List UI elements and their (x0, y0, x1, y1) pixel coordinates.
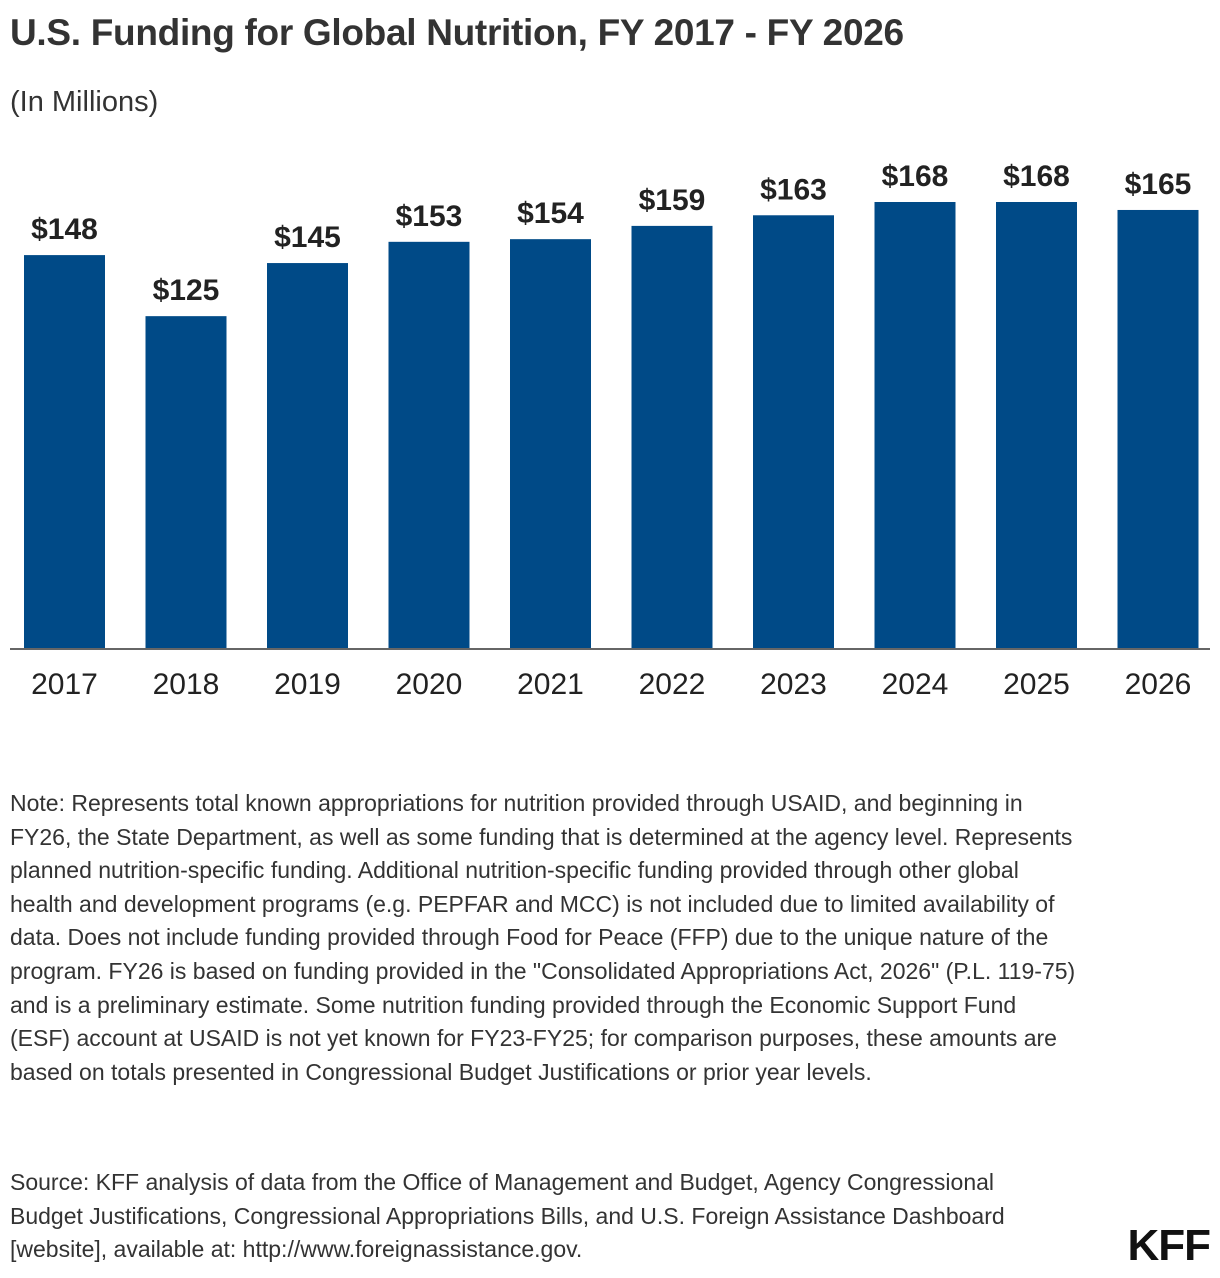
bar-2021 (510, 239, 591, 648)
kff-logo: KFF (1127, 1221, 1211, 1270)
value-labels-group: $148 $125 $145 $153 $154 $159 $163 $168 $168 $165 (31, 160, 1191, 307)
bar-2018 (145, 316, 227, 648)
x-tick-label-2024: 2024 (882, 668, 949, 701)
x-tick-label-2021: 2021 (517, 668, 584, 701)
bar-2022 (631, 225, 713, 648)
value-label-2025: $168 (1003, 160, 1070, 193)
bar-2024 (874, 202, 956, 648)
x-tick-label-2025: 2025 (1003, 668, 1070, 701)
bar-chart: $148 $125 $145 $153 $154 $159 $163 $168 $168 $165… (10, 160, 1210, 701)
bar-2025 (996, 202, 1077, 648)
value-label-2018: $125 (153, 274, 220, 307)
bars-group (24, 202, 1199, 649)
bar-2023 (753, 215, 834, 648)
value-label-2022: $159 (639, 184, 706, 217)
x-tick-label-2017: 2017 (31, 668, 98, 701)
value-label-2019: $145 (274, 221, 341, 254)
x-tick-label-2026: 2026 (1125, 668, 1192, 701)
chart-note: Note: Represents total known appropriati… (10, 790, 1076, 1085)
bar-2019 (267, 263, 348, 648)
value-label-2017: $148 (31, 213, 98, 246)
x-axis-ticks-group: 2017 2018 2019 2020 2021 2022 2023 2024 2025 2026 (31, 668, 1191, 701)
x-tick-label-2018: 2018 (153, 668, 220, 701)
value-label-2026: $165 (1125, 168, 1192, 201)
bar-2017 (24, 255, 105, 648)
x-tick-label-2019: 2019 (274, 668, 341, 701)
bar-2026 (1117, 209, 1199, 648)
value-label-2023: $163 (760, 173, 827, 206)
x-tick-label-2023: 2023 (760, 668, 827, 701)
x-tick-label-2022: 2022 (639, 668, 706, 701)
chart-subtitle: (In Millions) (10, 86, 159, 118)
chart-title: U.S. Funding for Global Nutrition, FY 20… (10, 12, 904, 53)
value-label-2024: $168 (882, 160, 949, 193)
chart-source: Source: KFF analysis of data from the Of… (10, 1169, 1005, 1263)
value-label-2021: $154 (517, 197, 584, 230)
value-label-2020: $153 (396, 200, 463, 233)
bar-2020 (388, 241, 470, 649)
x-tick-label-2020: 2020 (396, 668, 463, 701)
